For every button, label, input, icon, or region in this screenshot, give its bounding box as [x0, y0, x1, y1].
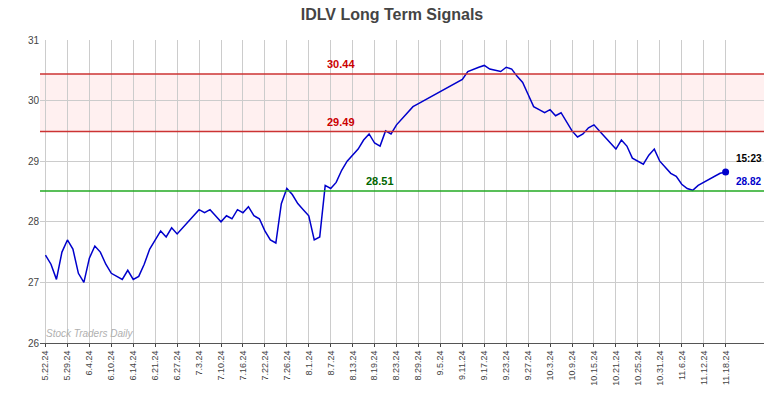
- svg-text:27: 27: [28, 277, 40, 288]
- svg-text:8.29.24: 8.29.24: [413, 351, 423, 381]
- svg-text:7.22.24: 7.22.24: [260, 351, 270, 381]
- svg-text:9.17.24: 9.17.24: [479, 351, 489, 381]
- svg-text:6.4.24: 6.4.24: [84, 351, 94, 376]
- svg-text:9.27.24: 9.27.24: [523, 351, 533, 381]
- svg-text:10.31.24: 10.31.24: [655, 351, 665, 386]
- svg-text:9.11.24: 9.11.24: [457, 351, 467, 380]
- svg-text:29: 29: [28, 156, 40, 167]
- svg-text:5.22.24: 5.22.24: [40, 351, 50, 381]
- svg-text:11.6.24: 11.6.24: [677, 351, 687, 380]
- svg-text:9.5.24: 9.5.24: [435, 351, 445, 376]
- svg-text:6.10.24: 6.10.24: [106, 351, 116, 381]
- svg-text:6.27.24: 6.27.24: [172, 351, 182, 381]
- svg-text:10.3.24: 10.3.24: [545, 351, 555, 381]
- svg-text:11.12.24: 11.12.24: [699, 351, 709, 385]
- svg-text:8.1.24: 8.1.24: [304, 351, 314, 376]
- svg-text:10.25.24: 10.25.24: [633, 351, 643, 386]
- svg-text:30.44: 30.44: [327, 58, 355, 70]
- svg-text:10.15.24: 10.15.24: [589, 351, 599, 386]
- svg-text:9.23.24: 9.23.24: [501, 351, 511, 381]
- svg-text:IDLV Long Term Signals: IDLV Long Term Signals: [301, 6, 484, 23]
- svg-text:31: 31: [28, 35, 40, 46]
- svg-text:6.14.24: 6.14.24: [128, 351, 138, 381]
- svg-text:26: 26: [28, 338, 40, 349]
- svg-text:10.9.24: 10.9.24: [567, 351, 577, 381]
- svg-text:6.21.24: 6.21.24: [150, 351, 160, 381]
- svg-text:30: 30: [28, 95, 40, 106]
- svg-text:28.51: 28.51: [366, 175, 394, 187]
- svg-text:Stock Traders Daily: Stock Traders Daily: [46, 328, 134, 339]
- svg-text:29.49: 29.49: [327, 116, 355, 128]
- svg-text:10.21.24: 10.21.24: [611, 351, 621, 386]
- svg-text:8.13.24: 8.13.24: [348, 351, 358, 381]
- svg-text:11.18.24: 11.18.24: [721, 351, 731, 385]
- svg-text:7.10.24: 7.10.24: [216, 351, 226, 381]
- svg-text:8.7.24: 8.7.24: [326, 351, 336, 376]
- svg-text:8.19.24: 8.19.24: [370, 351, 380, 381]
- svg-text:7.3.24: 7.3.24: [194, 351, 204, 376]
- svg-text:5.29.24: 5.29.24: [62, 351, 72, 381]
- svg-text:28: 28: [28, 216, 40, 227]
- svg-text:28.82: 28.82: [736, 176, 761, 187]
- svg-text:15:23: 15:23: [736, 153, 762, 164]
- svg-text:7.16.24: 7.16.24: [238, 351, 248, 381]
- svg-text:7.26.24: 7.26.24: [282, 351, 292, 381]
- svg-text:8.23.24: 8.23.24: [391, 351, 401, 381]
